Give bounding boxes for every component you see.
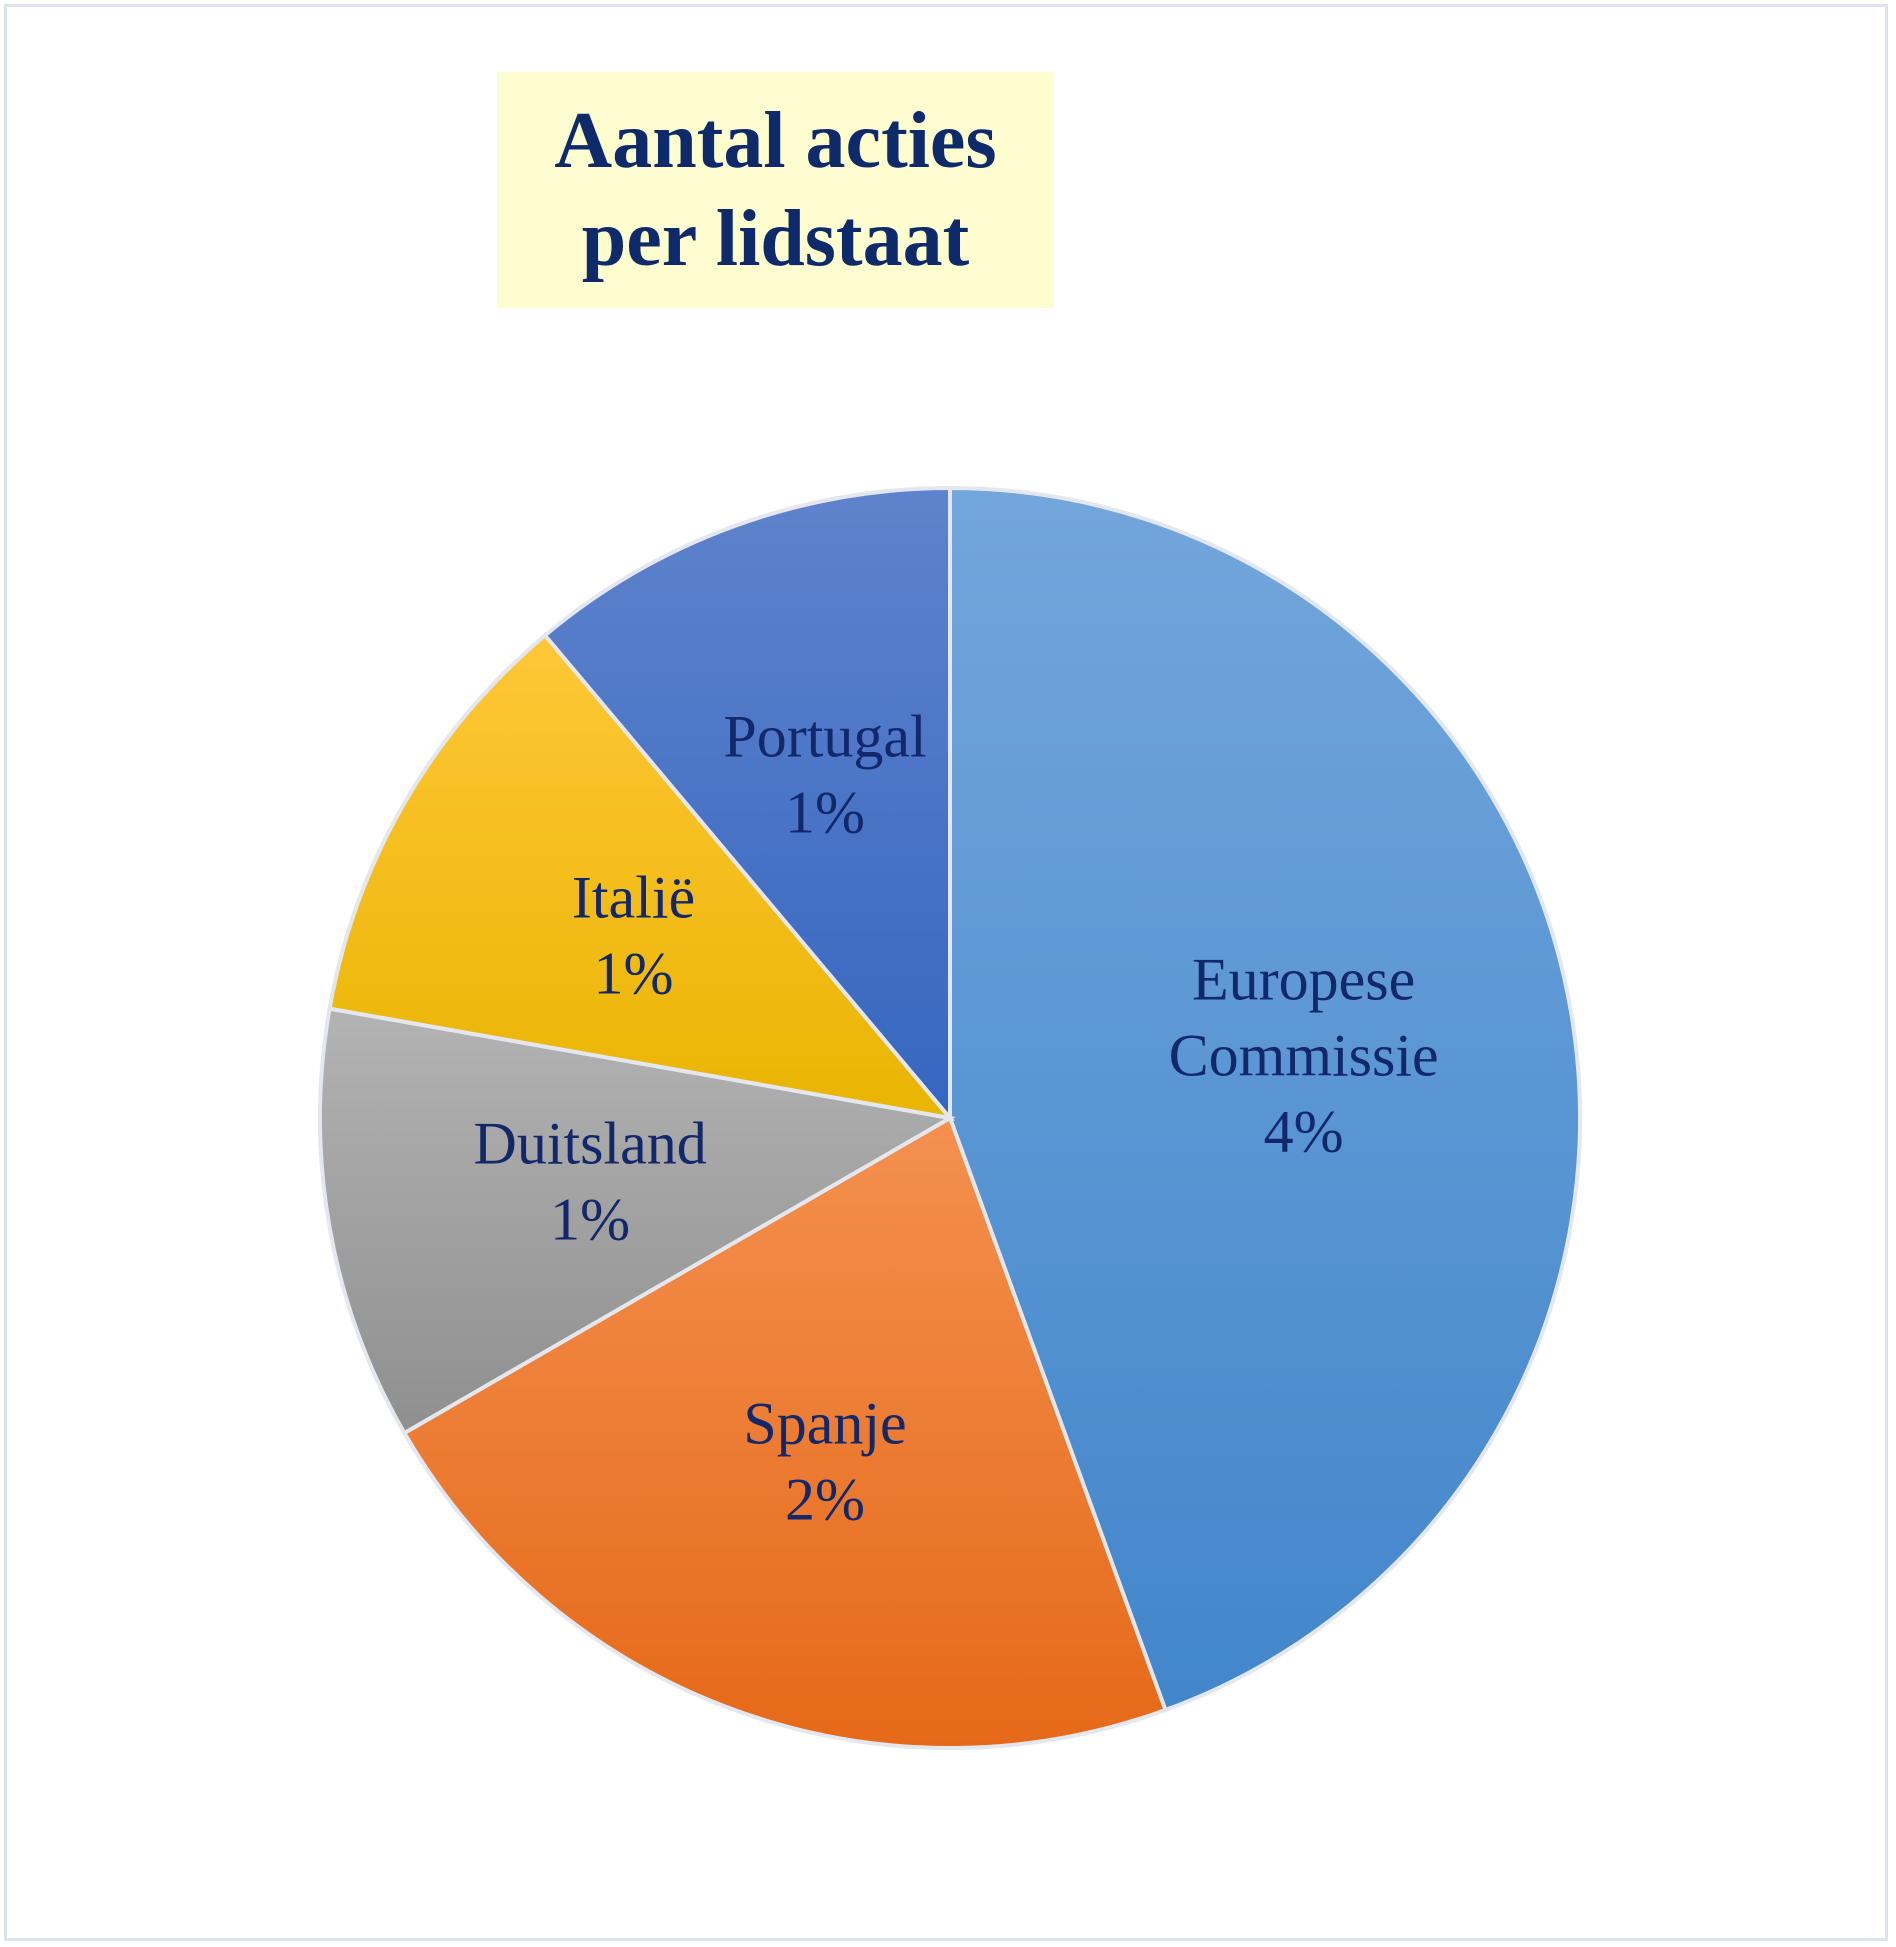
pie-slice-spanje [401,1115,1169,1750]
data-label-duitsland: Duitsland 1% [473,1110,706,1252]
data-label-spanje: Spanje 2% [743,1390,906,1532]
pie-slice-europese-commissie [948,485,1582,1713]
category-label-spanje: Spanje [743,1390,906,1456]
data-label-italie: Italië 1% [572,864,695,1006]
pie-slice-italie [327,632,956,1121]
pie-slice-portugal [542,485,952,1124]
category-label-portugal: Portugal [723,704,926,770]
value-label-duitsland: 1% [550,1186,630,1252]
chart-title: Aantal acties per lidstaat [497,72,1054,308]
category-label-duitsland: Duitsland [473,1110,706,1176]
category-label-italie: Italië [572,864,695,930]
value-label-italie: 1% [594,940,674,1006]
value-label-europese-commissie: 4% [1264,1099,1344,1165]
data-label-europese-commissie: Europese Commissie 4% [1169,947,1439,1165]
pie-slice-duitsland [318,1006,956,1436]
value-label-portugal: 1% [785,780,865,846]
chart-title-line-2: per lidstaat [581,195,970,283]
value-label-spanje: 2% [785,1466,865,1532]
category-label-europese-commissie: Commissie [1169,1023,1439,1089]
data-label-portugal: Portugal 1% [723,704,926,846]
category-label-europese-commissie: Europese [1192,947,1415,1013]
chart-title-line-1: Aantal acties [554,97,997,185]
